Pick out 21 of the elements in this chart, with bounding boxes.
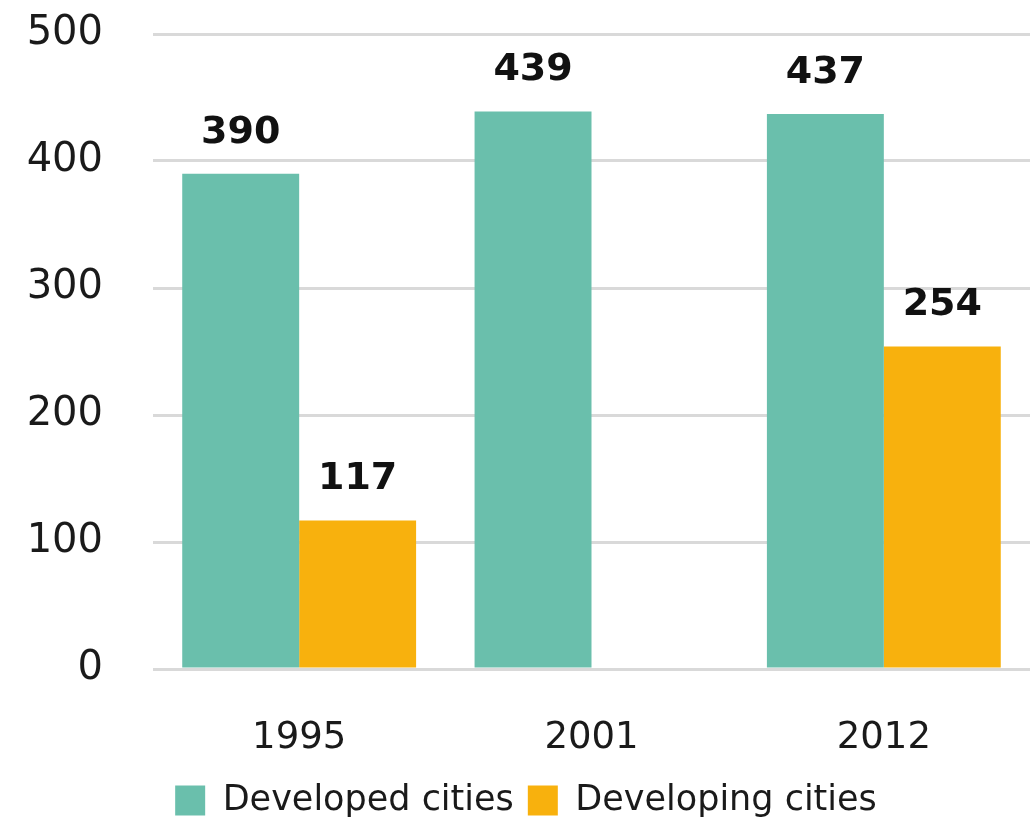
y-tick-label: 100	[26, 515, 103, 562]
data-label: 390	[201, 107, 281, 152]
y-tick-label: 300	[26, 261, 103, 308]
data-label: 117	[317, 454, 398, 499]
data-label: 439	[493, 45, 573, 90]
bar	[474, 111, 592, 668]
y-tick-label: 200	[26, 388, 103, 435]
bar	[883, 346, 1001, 668]
y-tick-label: 0	[77, 642, 103, 689]
bar	[182, 173, 300, 668]
x-tick-label: 2012	[836, 713, 931, 757]
y-tick-label: 500	[26, 7, 103, 54]
data-label: 437	[785, 47, 866, 92]
y-tick-label: 400	[26, 134, 103, 181]
legend-label: Developed cities	[222, 777, 514, 818]
x-tick-label: 2001	[544, 713, 639, 757]
data-label: 254	[902, 280, 982, 325]
bar	[766, 114, 884, 668]
legend-label: Developing cities	[575, 777, 877, 818]
x-tick-label: 1995	[252, 713, 347, 757]
bar	[299, 520, 417, 668]
